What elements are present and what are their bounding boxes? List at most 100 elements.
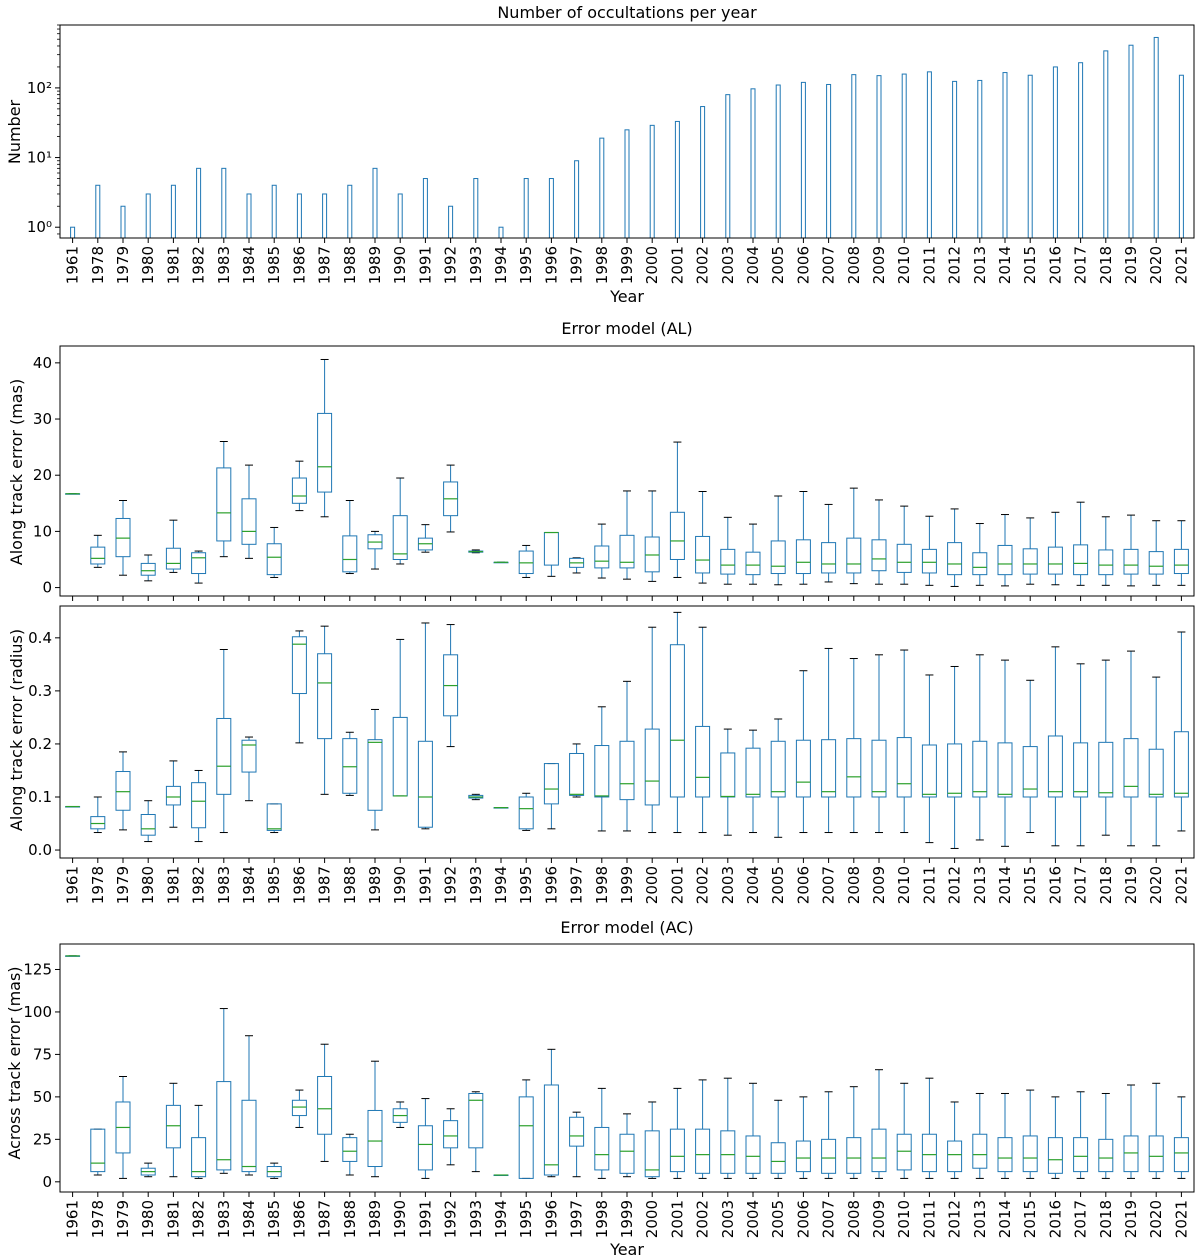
bar [1153,36,1159,239]
x-tick-label: 2019 [1122,246,1140,284]
box [695,725,711,798]
box [367,1109,383,1168]
x-tick-label: 1979 [114,246,132,284]
x-tick-label: 1997 [568,1200,586,1238]
x-tick-label: 1995 [517,246,535,284]
x-tick-label: 2019 [1122,866,1140,904]
axes-frame [59,345,1195,597]
x-tick-label: 2014 [996,1200,1014,1238]
x-tick-label: 1981 [164,1200,182,1238]
y-tick-label: 30 [33,410,52,428]
box [1022,548,1038,575]
box [997,544,1013,576]
box [569,752,585,796]
box [846,738,862,798]
panel4-plot: 0 25 50 75 100 125 1961 1978 1979 1980 1981 1982 198… [23,943,1195,1238]
box [770,540,786,575]
x-tick-label: 2004 [744,246,762,284]
box [846,537,862,574]
x-tick-label: 2005 [769,246,787,284]
x-tick-label: 1961 [64,1200,82,1238]
x-tick-label: 2016 [1046,1200,1064,1238]
x-tick-label: 2015 [1021,866,1039,904]
panel3-plot: 0.0 0.1 0.2 0.3 0.4 1961 1978 1979 1980 1981 1982 1… [28,605,1195,904]
panel-error-model-al-mas: Error model (AL) Along track error (mas)… [7,319,1195,601]
box [1173,1137,1189,1173]
box [342,738,358,794]
x-tick-label: 2021 [1172,1200,1190,1238]
box [821,1138,837,1174]
x-tick-label: 2000 [643,246,661,284]
x-tick-label: 2009 [870,246,888,284]
box [1173,731,1189,798]
box [947,743,963,798]
box [1098,1138,1114,1173]
x-tick-label: 2004 [744,866,762,904]
bar [271,184,277,239]
box [644,1130,660,1178]
x-tick-label: 1995 [517,866,535,904]
box [669,1128,685,1173]
bar [574,160,580,239]
x-tick-label: 1991 [416,1200,434,1238]
bar [95,184,101,239]
box [1173,548,1189,575]
x-tick-label: 2000 [643,866,661,904]
bar [120,205,126,239]
bar [649,124,655,239]
x-tick-label: 1979 [114,866,132,904]
box [543,1084,559,1176]
box [317,653,333,740]
bar [775,84,781,239]
box [1022,1135,1038,1173]
x-tick-label: 2017 [1072,246,1090,284]
x-tick-label: 1994 [492,866,510,904]
bar [296,193,302,239]
x-tick-label: 1999 [618,1200,636,1238]
x-tick-label: 1982 [190,246,208,284]
box [266,803,282,831]
x-tick-label: 2007 [820,866,838,904]
x-tick-label: 2003 [719,866,737,904]
x-tick-label: 2012 [946,866,964,904]
box [972,1133,988,1169]
x-tick-label: 1994 [492,246,510,284]
x-tick-label: 2005 [769,1200,787,1238]
x-tick-label: 2015 [1021,1200,1039,1238]
x-tick-label: 1986 [290,246,308,284]
bar [322,193,328,239]
bar [170,184,176,239]
box [846,1137,862,1174]
box [921,548,937,574]
x-tick-label: 2006 [794,866,812,904]
panel1-title: Number of occultations per year [497,3,757,22]
box [342,1137,358,1162]
x-tick-label: 2013 [971,866,989,904]
bar [901,73,907,239]
box [745,747,761,798]
x-tick-label: 1989 [366,246,384,284]
x-tick-label: 2006 [794,246,812,284]
box [972,740,988,798]
box [947,1140,963,1173]
bar [422,178,428,239]
box [594,545,610,569]
x-tick-label: 1993 [467,246,485,284]
panel3-ylabel: Along track error (radius) [7,629,26,831]
x-tick-label: 2018 [1097,1200,1115,1238]
bar [145,193,151,239]
box [518,796,534,830]
x-tick-label: 2004 [744,1200,762,1238]
x-tick-label: 2017 [1072,866,1090,904]
box [997,1137,1013,1173]
x-tick-label: 2007 [820,246,838,284]
x-tick-label: 2003 [719,246,737,284]
box [216,467,232,542]
bar [851,74,857,239]
x-tick-label: 1994 [492,1200,510,1238]
x-tick-label: 1992 [442,1200,460,1238]
x-tick-label: 1995 [517,1200,535,1238]
box [795,739,811,798]
box [720,752,736,798]
x-tick-label: 1997 [568,246,586,284]
